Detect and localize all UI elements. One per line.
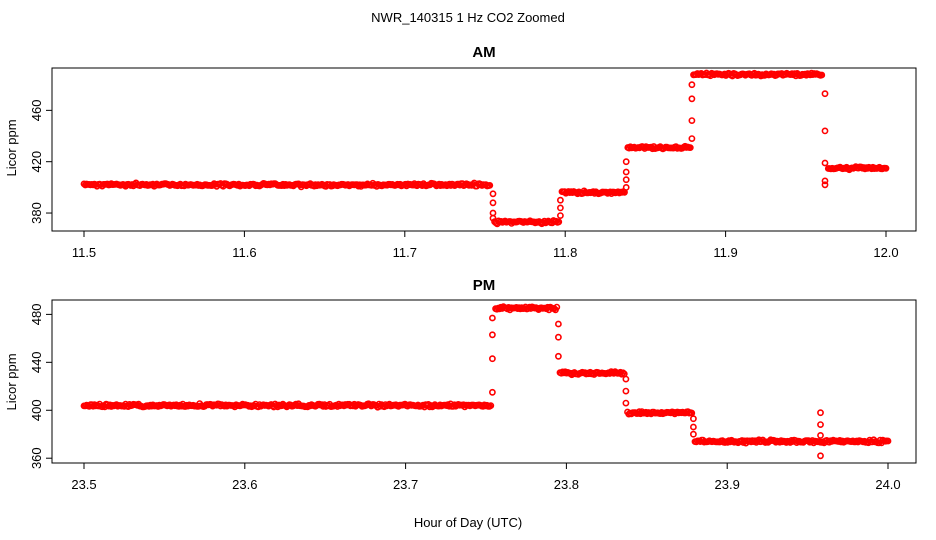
am-transition-point: [557, 196, 564, 204]
am-data-point: [486, 181, 494, 189]
pm-x-axis: 23.5 23.6 23.7 23.8 23.9 24.0: [71, 463, 901, 492]
pm-x-tick-label: 23.5: [71, 477, 96, 492]
pm-y-axis-label: Licor ppm: [4, 353, 19, 410]
am-data-point: [882, 164, 890, 172]
am-transition-point: [821, 90, 829, 98]
am-transition-point: [557, 212, 564, 219]
pm-transition-point: [555, 333, 562, 341]
am-y-tick-label: 460: [29, 100, 44, 122]
am-data-point: [818, 71, 826, 79]
pm-transition-point: [817, 409, 824, 417]
am-y-tick-label: 420: [29, 151, 44, 173]
pm-transition-point: [817, 452, 824, 460]
am-y-axis-label: Licor ppm: [4, 119, 19, 176]
pm-y-tick-label: 440: [29, 351, 44, 373]
pm-data-point: [688, 409, 696, 417]
pm-transition-point: [622, 375, 630, 383]
am-x-axis: 11.5 11.6 11.7 11.8 11.9 12.0: [72, 231, 899, 260]
am-transition-point: [557, 204, 564, 212]
x-axis-label: Hour of Day (UTC): [414, 515, 522, 530]
am-transition-point: [622, 158, 630, 166]
pm-x-tick-label: 24.0: [875, 477, 900, 492]
figure-title: NWR_140315 1 Hz CO2 Zoomed: [371, 10, 565, 25]
am-transition-point: [489, 190, 497, 198]
am-data-point: [686, 144, 694, 151]
pm-x-tick-label: 23.8: [554, 477, 579, 492]
pm-plot-frame: [51, 299, 917, 464]
pm-data-point: [487, 402, 495, 409]
pm-transition-point: [488, 355, 496, 363]
pm-y-tick-label: 400: [29, 399, 44, 421]
pm-y-axis: 360 400 440 480: [29, 304, 52, 469]
am-transition-point: [821, 177, 829, 185]
pm-transition-point: [488, 388, 496, 396]
am-transition-point: [622, 183, 630, 191]
am-x-tick-label: 11.5: [72, 245, 96, 260]
am-x-tick-label: 12.0: [873, 245, 898, 260]
am-y-axis: 380 420 460: [29, 100, 52, 224]
am-transition-point: [688, 95, 696, 103]
pm-transition-point: [690, 423, 697, 431]
pm-panel-title: PM: [473, 277, 496, 294]
am-x-tick-label: 11.7: [393, 245, 417, 260]
am-x-tick-label: 11.6: [232, 245, 256, 260]
am-data-points: [80, 69, 890, 228]
am-transition-point: [688, 81, 696, 89]
pm-transition-point: [817, 421, 824, 428]
am-transition-point: [821, 159, 829, 167]
pm-y-tick-label: 360: [29, 447, 44, 469]
pm-x-tick-label: 23.6: [232, 477, 257, 492]
am-panel: AM Licor ppm 11.5 11.6 11.7 11.8 11.9 12.0 38…: [4, 44, 917, 260]
am-transition-point: [489, 199, 497, 207]
am-panel-title: AM: [472, 44, 495, 61]
pm-data-points: [80, 303, 892, 460]
am-y-tick-label: 380: [29, 202, 44, 224]
pm-x-tick-label: 23.7: [393, 477, 418, 492]
pm-transition-point: [488, 331, 496, 339]
am-transition-point: [821, 181, 829, 189]
pm-transition-point: [817, 431, 824, 439]
am-data-point: [555, 218, 563, 226]
am-transition-point: [489, 214, 497, 222]
am-transition-point: [688, 135, 696, 142]
pm-transition-point: [622, 387, 630, 395]
pm-panel: PM Licor ppm 23.5 23.6 23.7 23.8 23.9 24.0 36…: [4, 277, 917, 492]
pm-x-tick-label: 23.9: [715, 477, 740, 492]
am-transition-point: [688, 117, 696, 124]
pm-y-tick-label: 480: [29, 304, 44, 326]
pm-data-point: [553, 303, 561, 311]
pm-transition-point: [488, 314, 496, 322]
am-transition-point: [622, 168, 630, 176]
pm-transition-point: [555, 352, 562, 360]
am-x-tick-label: 11.9: [713, 245, 737, 260]
pm-transition-point: [555, 320, 562, 328]
am-transition-point: [622, 176, 630, 184]
pm-transition-point: [690, 415, 697, 423]
am-x-tick-label: 11.8: [553, 245, 577, 260]
pm-transition-point: [690, 430, 697, 438]
am-plot-frame: [51, 67, 917, 232]
am-transition-point: [821, 127, 829, 135]
pm-data-point: [884, 437, 892, 445]
pm-transition-point: [622, 399, 630, 407]
